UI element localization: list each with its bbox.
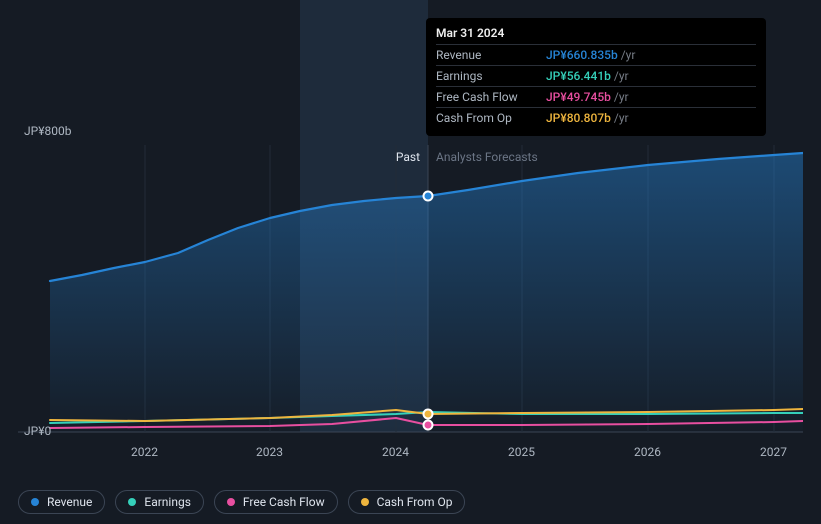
legend-dot-icon [31,498,39,506]
legend-dot-icon [128,498,136,506]
legend-item-free-cash-flow[interactable]: Free Cash Flow [214,490,338,514]
legend-label: Revenue [47,495,92,509]
tooltip-row: EarningsJP¥56.441b /yr [436,65,756,86]
legend-item-cash-from-op[interactable]: Cash From Op [348,490,466,514]
tooltip-unit: /yr [614,111,629,125]
x-axis-tick: 2023 [256,445,283,459]
legend-dot-icon [361,498,369,506]
tooltip-unit: /yr [614,69,629,83]
legend-item-revenue[interactable]: Revenue [18,490,105,514]
tooltip-row: RevenueJP¥660.835b /yr [436,44,756,65]
tooltip-label: Earnings [436,69,546,83]
x-axis-tick: 2027 [760,445,787,459]
chart-legend: Revenue Earnings Free Cash Flow Cash From O… [18,490,465,514]
chart-tooltip: Mar 31 2024 RevenueJP¥660.835b /yrEarnin… [426,18,766,136]
y-axis-tick-0: JP¥0 [24,424,51,438]
past-label: Past [396,150,420,164]
tooltip-value: JP¥660.835b [546,48,618,62]
tooltip-row: Free Cash FlowJP¥49.745b /yr [436,86,756,107]
legend-label: Earnings [144,495,191,509]
tooltip-value: JP¥80.807b [546,111,611,125]
financial-chart: Past Analysts Forecasts JP¥0 JP¥800b 202… [0,0,821,524]
legend-label: Free Cash Flow [243,495,325,509]
tooltip-date: Mar 31 2024 [436,26,756,44]
legend-dot-icon [227,498,235,506]
x-axis-tick: 2022 [131,445,158,459]
tooltip-unit: /yr [614,90,629,104]
tooltip-value: JP¥56.441b [546,69,611,83]
y-axis-tick-max: JP¥800b [24,124,71,138]
x-axis-tick: 2024 [382,445,409,459]
tooltip-unit: /yr [621,48,636,62]
tooltip-label: Cash From Op [436,111,546,125]
x-axis-tick: 2025 [508,445,535,459]
forecast-label: Analysts Forecasts [436,150,538,164]
legend-label: Cash From Op [377,495,453,509]
x-axis-tick: 2026 [634,445,661,459]
tooltip-label: Revenue [436,48,546,62]
legend-item-earnings[interactable]: Earnings [115,490,204,514]
tooltip-value: JP¥49.745b [546,90,611,104]
tooltip-label: Free Cash Flow [436,90,546,104]
tooltip-row: Cash From OpJP¥80.807b /yr [436,107,756,128]
